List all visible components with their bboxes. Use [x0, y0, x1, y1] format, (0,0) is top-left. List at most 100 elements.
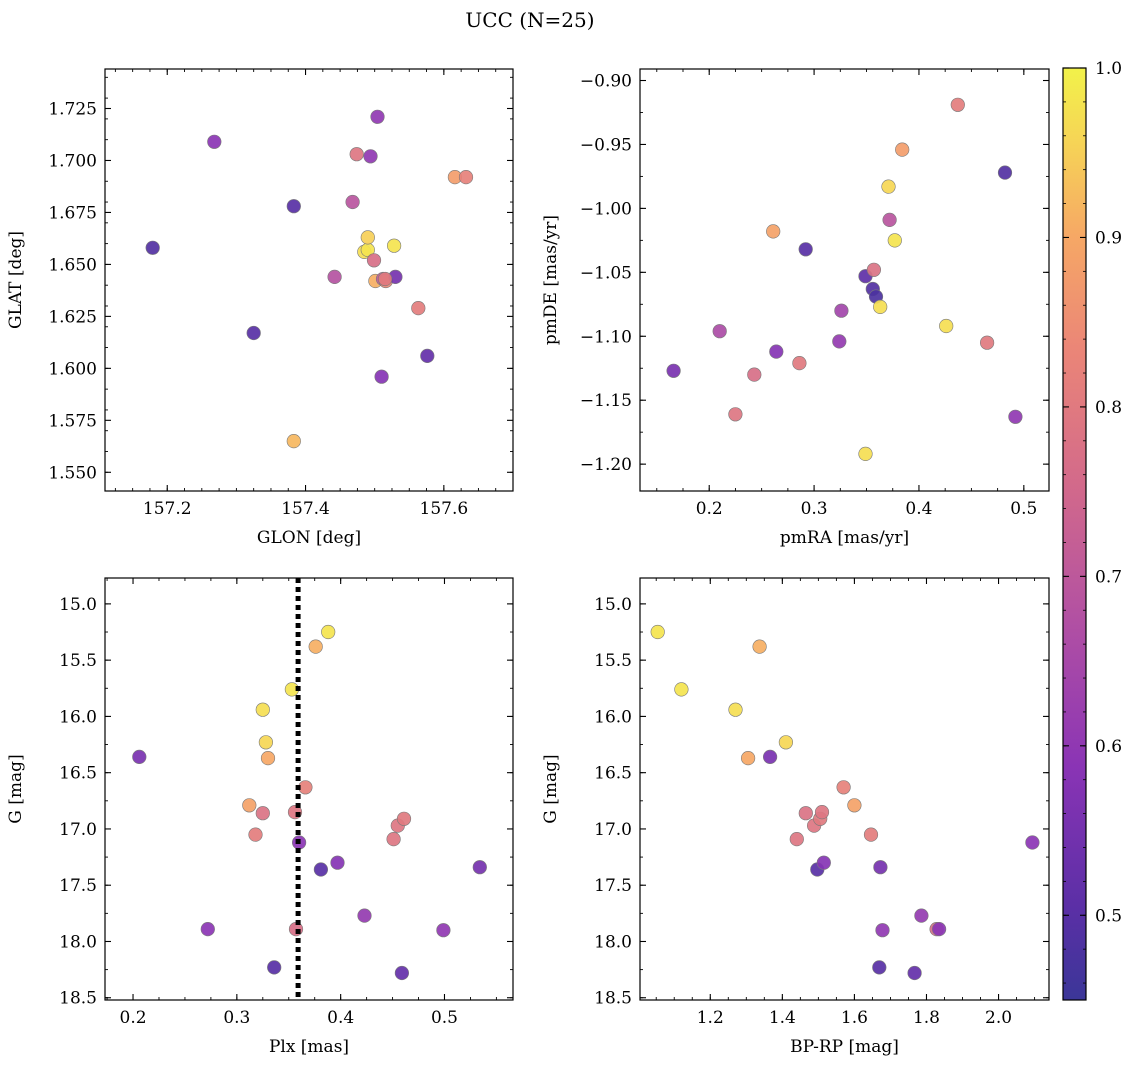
- scatter-point: [728, 407, 743, 422]
- scatter-point: [207, 134, 222, 149]
- scatter-point: [370, 109, 385, 124]
- scatter-point: [420, 348, 435, 364]
- scatter-point: [321, 624, 336, 640]
- scatter-points: [145, 109, 474, 449]
- scatter-point: [872, 960, 887, 975]
- y-tick-label: 1.575: [48, 411, 97, 431]
- y-tick-label: 17.0: [59, 820, 97, 840]
- scatter-point: [386, 831, 401, 847]
- x-axis-label: BP-RP [mag]: [790, 1037, 899, 1057]
- y-tick-label: −1.00: [580, 199, 632, 219]
- scatter-point: [396, 811, 412, 826]
- y-tick-label: 17.5: [594, 876, 632, 896]
- scatter-point: [298, 780, 313, 795]
- scatter-point: [895, 142, 910, 157]
- y-tick-label: 18.0: [59, 932, 97, 952]
- y-tick-label: −0.90: [580, 72, 632, 92]
- scatter-point: [798, 806, 813, 821]
- colorbar-tick-label: 1.0: [1095, 59, 1122, 79]
- scatter-point: [472, 860, 487, 875]
- scatter-point: [650, 624, 665, 640]
- scatter-point: [887, 233, 902, 248]
- scatter-point: [873, 860, 888, 875]
- y-tick-label: −0.95: [580, 135, 632, 155]
- scatter-point: [327, 269, 342, 285]
- scatter-points: [650, 624, 1040, 981]
- x-tick-label: 0.5: [1010, 499, 1037, 519]
- colorbar-tick-label: 0.5: [1095, 906, 1122, 926]
- scatter-point: [363, 149, 378, 164]
- scatter-point: [875, 923, 890, 938]
- scatter-point: [349, 147, 364, 162]
- y-tick-label: 16.5: [594, 764, 632, 784]
- scatter-point: [374, 369, 389, 384]
- scatter-point: [798, 242, 813, 257]
- scatter-point: [313, 862, 329, 877]
- axes-frame: [104, 577, 514, 1001]
- y-tick-label: 15.0: [594, 595, 632, 615]
- scatter-point: [200, 921, 215, 937]
- scatter-panel-4: 1.2 1.4 1.6 1.8 2.0 15.0 15.5 16.0 16.5 17.0 17.5 1…: [541, 577, 1050, 1057]
- y-tick-label: 16.5: [59, 764, 97, 784]
- figure-title: UCC (N=25): [465, 8, 594, 32]
- scatter-point: [907, 965, 922, 981]
- y-tick-label: 1.700: [48, 151, 97, 171]
- scatter-point: [792, 356, 807, 371]
- colorbar: 0.5 0.6 0.7 0.8 0.9 1.0: [1062, 59, 1122, 1001]
- scatter-point: [997, 165, 1013, 180]
- x-tick-label: 1.2: [697, 1008, 724, 1028]
- scatter-point: [778, 735, 794, 750]
- scatter-panel-2: 0.2 0.3 0.4 0.5 −1.20 −1.15 −1.10 −1.05 −1.00 −0.…: [541, 68, 1050, 548]
- scatter-point: [255, 702, 270, 717]
- scatter-panel-3: 0.2 0.3 0.4 0.5 15.0 15.5 16.0 16.5 17.0 17.5 18.0…: [6, 577, 514, 1057]
- y-tick-label: 16.0: [59, 707, 97, 727]
- scatter-point: [979, 335, 995, 350]
- scatter-point: [847, 798, 862, 813]
- scatter-point: [762, 749, 778, 765]
- x-tick-label: 1.8: [913, 1008, 940, 1028]
- colorbar-tick-label: 0.8: [1095, 398, 1122, 418]
- y-axis-label: GLAT [deg]: [6, 231, 26, 329]
- colorbar-tick-label: 0.6: [1095, 737, 1122, 757]
- y-tick-label: 1.650: [48, 255, 97, 275]
- y-tick-label: 17.5: [59, 876, 97, 896]
- x-tick-label: 1.4: [769, 1008, 796, 1028]
- scatter-point: [286, 434, 301, 449]
- colorbar-tick-label: 0.7: [1095, 567, 1122, 587]
- scatter-point: [345, 194, 360, 210]
- scatter-point: [258, 735, 274, 750]
- scatter-point: [267, 960, 282, 975]
- x-axis-label: pmRA [mas/yr]: [780, 528, 909, 548]
- axes-frame: [639, 577, 1050, 1001]
- scatter-point: [246, 325, 261, 341]
- scatter-point: [832, 334, 847, 349]
- scatter-point: [666, 363, 681, 378]
- x-tick-label: 0.4: [327, 1008, 354, 1028]
- scatter-point: [394, 965, 410, 981]
- x-tick-label: 2.0: [985, 1008, 1012, 1028]
- scatter-point: [747, 367, 762, 382]
- y-tick-label: −1.10: [580, 327, 632, 347]
- y-tick-label: 1.600: [48, 359, 97, 379]
- y-tick-label: −1.20: [580, 455, 632, 475]
- scatter-point: [728, 702, 743, 717]
- scatter-point: [789, 831, 804, 847]
- scatter-point: [752, 639, 767, 654]
- y-tick-label: 1.625: [48, 307, 97, 327]
- scatter-point: [366, 253, 382, 268]
- y-tick-label: 17.0: [594, 820, 632, 840]
- x-tick-label: 0.5: [431, 1008, 458, 1028]
- y-axis-label: G [mag]: [541, 754, 561, 823]
- colorbar-tick-label: 0.9: [1095, 228, 1122, 248]
- y-tick-label: 15.0: [59, 595, 97, 615]
- x-tick-label: 0.2: [120, 1008, 147, 1028]
- x-tick-label: 0.3: [801, 499, 828, 519]
- scatter-points: [132, 624, 487, 981]
- y-tick-label: 15.5: [594, 651, 632, 671]
- scatter-point: [248, 827, 263, 842]
- scatter-point: [866, 262, 882, 277]
- scatter-point: [260, 750, 276, 766]
- y-tick-label: 18.5: [59, 989, 97, 1009]
- y-tick-label: −1.05: [580, 263, 632, 283]
